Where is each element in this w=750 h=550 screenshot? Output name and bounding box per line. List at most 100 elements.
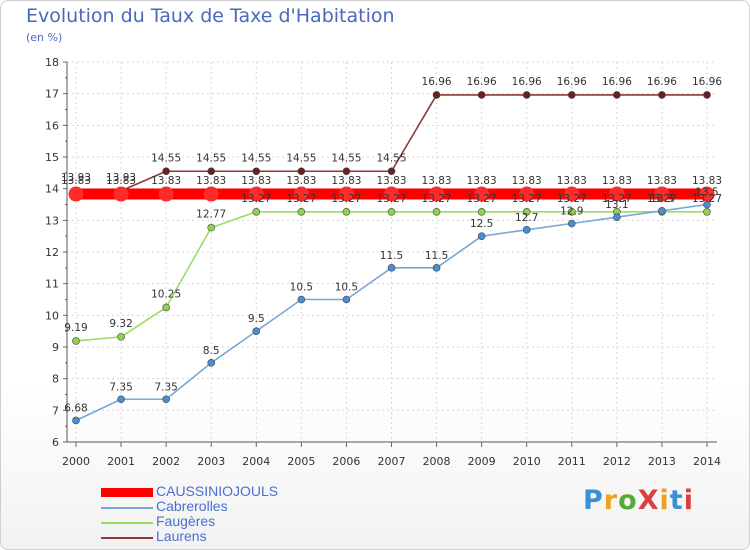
data-label: 11.5 [380, 250, 403, 262]
data-point [567, 91, 576, 99]
data-point [162, 167, 170, 176]
chart-subtitle: (en %) [26, 31, 63, 44]
data-label: 13.83 [602, 175, 632, 187]
data-label: 9.32 [109, 318, 132, 330]
data-label: 13.83 [692, 175, 722, 187]
data-point [387, 167, 396, 176]
data-label: 6.68 [64, 402, 87, 414]
data-label: 14.55 [331, 152, 361, 164]
data-label: 13.27 [331, 193, 361, 205]
data-point [387, 207, 396, 216]
data-label: 13.27 [602, 193, 632, 205]
y-tick-label: 6 [52, 436, 59, 449]
data-point [609, 186, 625, 202]
y-tick-label: 10 [45, 309, 59, 322]
data-label: 13.27 [376, 193, 406, 205]
data-point [297, 207, 306, 216]
data-label: 9.19 [64, 322, 87, 334]
legend-label: Laurens [156, 528, 207, 544]
logo-letter: i [659, 485, 670, 516]
data-point [338, 186, 354, 202]
data-label: 13.27 [286, 193, 316, 205]
data-label: 13.83 [151, 175, 181, 187]
y-tick-label: 18 [45, 56, 59, 69]
y-tick-label: 13 [45, 214, 59, 227]
data-point [522, 207, 531, 216]
data-label: 13.27 [241, 193, 271, 205]
data-label: 13.83 [422, 175, 452, 187]
grid [67, 61, 717, 443]
data-label: 13.83 [647, 175, 677, 187]
data-label: 13.83 [376, 175, 406, 187]
legend-swatch [101, 537, 153, 539]
logo-letter: r [603, 485, 619, 516]
data-point [207, 359, 216, 367]
data-point [203, 186, 219, 202]
data-point [699, 186, 715, 202]
legend-label: Faugères [156, 513, 216, 529]
x-tick-label: 2007 [378, 455, 406, 468]
data-label: 13.93 [106, 172, 136, 184]
data-point [432, 207, 441, 216]
data-point [522, 91, 531, 99]
x-tick-label: 2002 [152, 455, 180, 468]
data-label: 16.96 [647, 76, 677, 88]
data-point [429, 186, 445, 202]
data-point [387, 264, 396, 272]
data-point [117, 395, 125, 404]
proxiti-logo: ProXiti [583, 485, 694, 516]
data-label: 13.83 [557, 175, 587, 187]
data-labels: 13.83 13.83 13.83 13.83 13.83 13.83 13.83 13.83… [61, 76, 722, 415]
data-point [654, 186, 670, 202]
series-group [68, 91, 715, 425]
data-label: 10.25 [151, 288, 181, 300]
data-label: 12.77 [196, 209, 226, 221]
legend-label: Cabrerolles [156, 498, 228, 514]
data-point [613, 213, 621, 221]
x-tick-label: 2009 [468, 455, 496, 468]
data-label: 13.27 [467, 193, 497, 205]
y-tick-label: 12 [45, 246, 59, 259]
data-point [252, 167, 261, 176]
data-point [567, 219, 576, 228]
data-point [342, 167, 351, 176]
data-label: 11.5 [425, 250, 448, 262]
data-point [658, 207, 666, 215]
data-point [477, 91, 486, 99]
legend-label: CAUSSINIOJOULS [156, 483, 279, 499]
data-label: 7.35 [109, 381, 132, 393]
y-tick-label: 7 [52, 404, 59, 417]
legend-swatch [101, 507, 153, 509]
data-label: 7.35 [154, 381, 177, 393]
data-label: 16.96 [422, 76, 452, 88]
data-label: 13.83 [196, 175, 226, 187]
data-point [68, 186, 84, 202]
x-tick-label: 2006 [332, 455, 360, 468]
data-label: 13.27 [557, 193, 587, 205]
data-point [613, 91, 621, 99]
data-label: 16.96 [602, 76, 632, 88]
logo-letter: i [683, 485, 694, 516]
data-label: 14.55 [241, 152, 271, 164]
y-tick-label: 8 [52, 373, 59, 386]
data-label: 14.55 [196, 152, 226, 164]
data-point [248, 186, 264, 202]
data-label: 13.83 [61, 175, 91, 187]
data-point [703, 207, 711, 216]
data-label: 12.7 [515, 212, 538, 224]
data-point [342, 295, 351, 304]
data-point [117, 333, 125, 341]
data-label: 13.27 [647, 193, 677, 205]
logo-letter: t [669, 485, 684, 516]
x-tick-label: 2010 [513, 455, 541, 468]
y-tick-label: 15 [45, 151, 59, 164]
y-tick-label: 16 [45, 119, 59, 132]
x-tick-label: 2014 [693, 455, 721, 468]
data-label: 13.83 [467, 175, 497, 187]
y-tick-label: 11 [45, 278, 59, 291]
data-label: 13.1 [605, 199, 628, 211]
x-tick-label: 2003 [197, 455, 225, 468]
data-point [207, 223, 216, 232]
x-tick-label: 2001 [107, 455, 135, 468]
data-point [252, 327, 261, 335]
